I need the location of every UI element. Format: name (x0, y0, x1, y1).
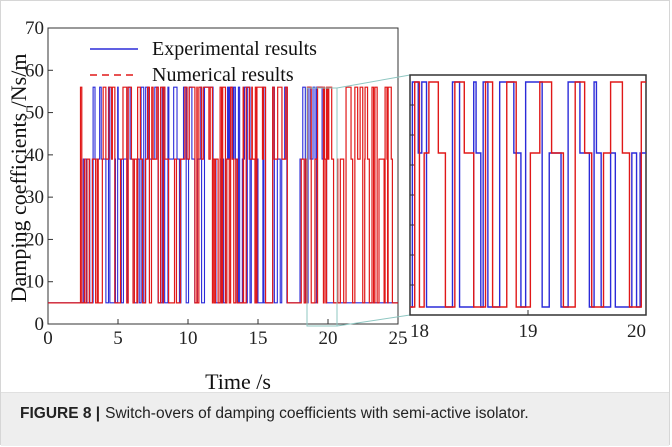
legend-label-numerical: Numerical results (152, 64, 294, 86)
inset-x-tick-label: 18 (410, 321, 429, 342)
zoom-connector-bottom (336, 314, 411, 327)
legend: Experimental results Numerical results (90, 38, 317, 86)
y-tick-label: 30 (25, 187, 44, 208)
x-axis-title: Time /s (205, 369, 271, 392)
series-line-numerical (48, 86, 398, 304)
inset-series-line-numerical (410, 81, 646, 308)
zoom-connector-top (336, 74, 411, 89)
legend-label-experimental: Experimental results (152, 38, 317, 60)
x-tick-label: 25 (389, 328, 408, 349)
x-tick-label: 5 (113, 328, 123, 349)
inset-series-line-experimental (410, 81, 646, 308)
x-tick-label: 20 (319, 328, 338, 349)
caption-band (1, 392, 669, 446)
inset-plot-area (409, 74, 647, 316)
x-tick-label: 15 (249, 328, 268, 349)
figure-caption: FIGURE 8 | Switch-overs of damping coeffi… (20, 405, 529, 423)
y-axis-title: Damping coefficients /Ns/m (6, 54, 31, 303)
damping-chart: 0 5 10 15 20 25 0 10 20 30 40 50 60 70 18 19 20 Time /s… (6, 18, 647, 392)
y-tick-label: 60 (25, 60, 44, 81)
y-tick-label: 50 (25, 103, 44, 124)
y-tick-label: 20 (25, 229, 44, 250)
figure-label: FIGURE 8 | (20, 405, 101, 422)
x-tick-label: 10 (179, 328, 198, 349)
inset-x-tick-label: 19 (519, 321, 538, 342)
inset-x-tick-label: 20 (627, 321, 646, 342)
y-tick-label: 40 (25, 145, 44, 166)
y-tick-label: 0 (35, 314, 45, 335)
caption-text: Switch-overs of damping coefficients wit… (105, 405, 529, 422)
y-tick-label: 70 (25, 18, 44, 39)
zoom-region-marker (306, 87, 338, 327)
y-tick-label: 10 (25, 272, 44, 293)
x-tick-label: 0 (43, 328, 53, 349)
